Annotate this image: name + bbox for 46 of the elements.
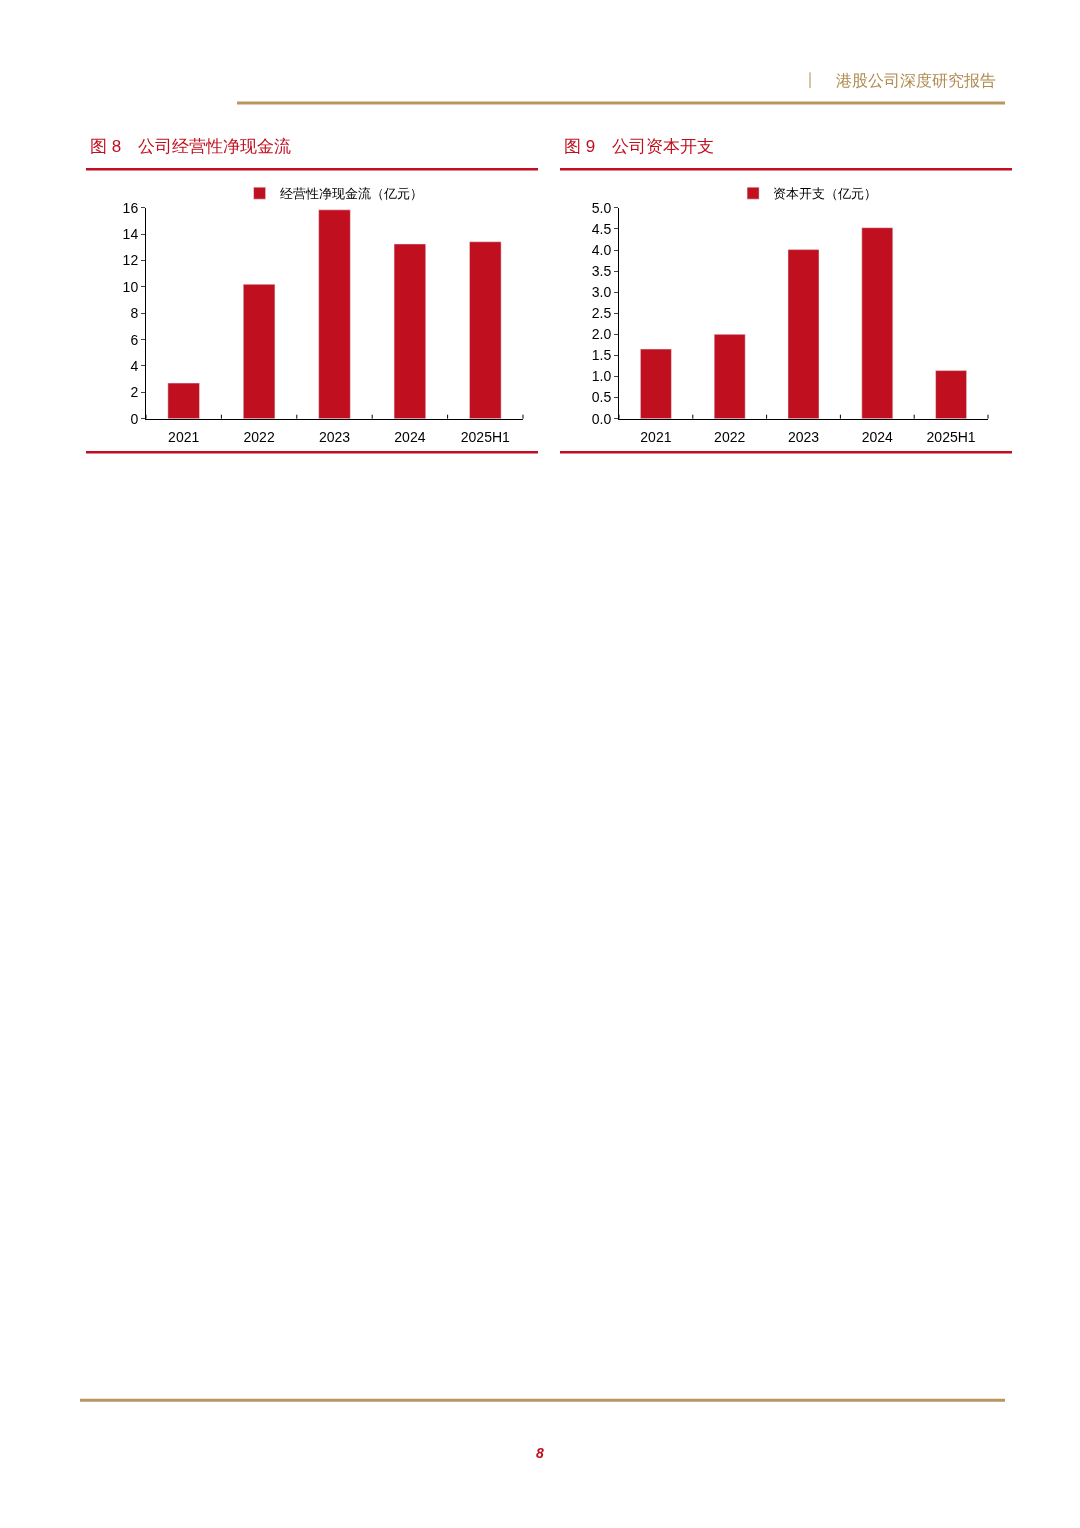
x-tick-label: 2021	[640, 429, 672, 446]
bar	[318, 209, 351, 419]
y-tick-label: 12	[122, 252, 139, 269]
bar	[713, 334, 746, 419]
x-tick-label: 2022	[714, 429, 746, 446]
x-tick-label: 2024	[861, 429, 894, 446]
y-tick-label: 0.0	[591, 410, 612, 427]
y-tick-label: 0	[130, 410, 139, 427]
x-tick-label: 2023	[318, 429, 351, 446]
bar	[469, 241, 502, 419]
text: 港股公司深度研究报告	[836, 72, 996, 89]
text: 8	[536, 1445, 544, 1461]
chart-title: 图 9 公司资本开支	[564, 137, 715, 156]
y-tick-label: 0.5	[591, 389, 612, 406]
y-tick-label: 3.5	[591, 263, 612, 280]
y-tick-label: 2.0	[591, 326, 612, 343]
y-tick-label: 10	[122, 278, 139, 295]
bar	[393, 243, 426, 419]
bar	[640, 348, 672, 419]
bar	[167, 382, 200, 419]
bar	[243, 284, 276, 419]
y-tick-label: 2.5	[591, 305, 612, 322]
bar	[935, 370, 967, 419]
x-tick-label: 2025H1	[460, 429, 511, 446]
x-tick-label: 2023	[787, 429, 820, 446]
bar	[861, 227, 894, 419]
x-tick-label: 2025H1	[926, 429, 976, 446]
x-tick-label: 2021	[168, 429, 200, 446]
y-tick-label: 6	[130, 331, 139, 348]
y-tick-label: 3.0	[591, 284, 612, 301]
y-tick-label: 5.0	[591, 199, 612, 216]
bar	[787, 249, 820, 419]
y-tick-label: 4.0	[591, 241, 612, 258]
legend-label: 经营性净现金流（亿元）	[279, 186, 423, 202]
y-tick-label: 4	[130, 357, 139, 374]
y-tick-label: 16	[122, 199, 139, 216]
y-tick-label: 1.5	[591, 347, 612, 364]
y-tick-label: 8	[130, 305, 139, 322]
y-tick-label: 2	[130, 384, 139, 401]
y-tick-label: 1.0	[591, 368, 612, 385]
x-tick-label: 2024	[394, 429, 426, 446]
y-tick-label: 14	[122, 226, 139, 243]
chart-title: 图 8 公司经营性净现金流	[90, 137, 292, 156]
legend-label: 资本开支（亿元）	[773, 186, 878, 202]
y-tick-label: 4.5	[591, 220, 612, 237]
x-tick-label: 2022	[243, 429, 275, 446]
